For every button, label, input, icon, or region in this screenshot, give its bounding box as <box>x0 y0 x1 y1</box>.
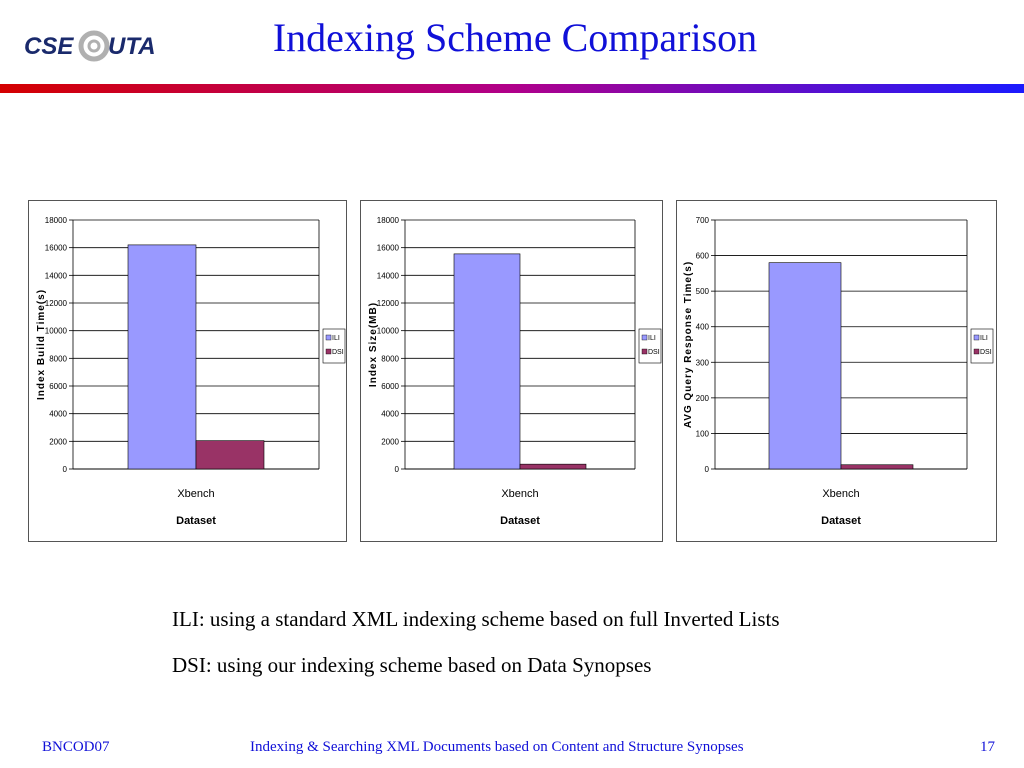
bar-ili <box>453 253 521 470</box>
title-divider <box>0 84 1024 93</box>
y-tick-label: 4000 <box>49 410 67 419</box>
y-tick-label: 12000 <box>45 299 68 308</box>
y-tick-label: 16000 <box>377 244 400 253</box>
y-tick-label: 10000 <box>377 327 400 336</box>
legend-label-dsi: DSI <box>980 349 992 356</box>
y-tick-label: 700 <box>696 216 710 225</box>
y-tick-label: 4000 <box>381 410 399 419</box>
y-tick-label: 18000 <box>377 216 400 225</box>
legend-label-ili: ILI <box>648 335 656 342</box>
y-tick-label: 200 <box>696 394 710 403</box>
y-tick-label: 18000 <box>45 216 68 225</box>
y-tick-label: 10000 <box>45 327 68 336</box>
y-tick-label: 0 <box>395 465 400 474</box>
chart-panel-build-time: 0 2000 4000 6000 8000 10000 12000 14000 16000 180… <box>28 200 347 542</box>
legend-swatch-ili <box>325 334 332 341</box>
logo-text-right: UTA <box>108 33 156 60</box>
y-tick-label: 600 <box>696 252 710 261</box>
logo-text-left: CSE <box>24 33 74 60</box>
y-tick-label: 0 <box>63 465 68 474</box>
y-tick-label: 500 <box>696 287 710 296</box>
y-tick-label: 14000 <box>377 271 400 280</box>
chart-panel-index-size: 0 2000 4000 6000 8000 10000 12000 14000 16000 180… <box>360 200 663 542</box>
y-axis-title: Index Build Time(s) <box>36 289 47 400</box>
x-axis-title: Dataset <box>176 515 216 527</box>
y-tick-label: 2000 <box>381 437 399 446</box>
build-time-chart: 0 2000 4000 6000 8000 10000 12000 14000 16000 180… <box>36 216 346 527</box>
y-tick-label: 6000 <box>49 382 67 391</box>
y-axis-title: AVG Query Response Time(s) <box>683 261 694 428</box>
legend-swatch-ili <box>641 334 648 341</box>
legend-swatch-dsi <box>325 348 332 355</box>
y-tick-label: 12000 <box>377 299 400 308</box>
x-axis-title: Dataset <box>500 515 540 527</box>
legend-label-dsi: DSI <box>648 349 660 356</box>
footer-conference: BNCOD07 <box>42 739 110 755</box>
x-axis-title: Dataset <box>821 515 861 527</box>
chart-panel-query-time: 0 100 200 300 400 500 600 700 Xbench Dataset AVG Q… <box>676 200 997 542</box>
y-tick-label: 0 <box>705 465 710 474</box>
x-category-label: Xbench <box>501 488 538 500</box>
y-tick-label: 300 <box>696 358 710 367</box>
caption-dsi: DSI: using our indexing scheme based on … <box>172 653 652 677</box>
legend-swatch-ili <box>973 334 980 341</box>
y-axis-title: Index Size(MB) <box>368 302 379 387</box>
x-category-label: Xbench <box>822 488 859 500</box>
bar-dsi <box>195 440 265 470</box>
y-tick-label: 100 <box>696 429 710 438</box>
y-tick-label: 8000 <box>49 354 67 363</box>
legend-label-ili: ILI <box>332 335 340 342</box>
legend-swatch-dsi <box>641 348 648 355</box>
footer-page-number: 17 <box>980 739 995 755</box>
legend-label-ili: ILI <box>980 335 988 342</box>
y-tick-label: 8000 <box>381 354 399 363</box>
slide-title: Indexing Scheme Comparison <box>272 15 758 60</box>
at-sign-logo-inner <box>87 39 101 53</box>
query-time-chart: 0 100 200 300 400 500 600 700 Xbench Dataset AVG Q… <box>683 216 994 527</box>
at-sign-logo-icon <box>78 30 110 62</box>
y-tick-label: 6000 <box>381 382 399 391</box>
y-tick-label: 2000 <box>49 437 67 446</box>
bar-dsi <box>519 463 587 470</box>
x-category-label: Xbench <box>177 488 214 500</box>
legend-swatch-dsi <box>973 348 980 355</box>
bar-ili <box>768 262 842 470</box>
footer-paper-title: Indexing & Searching XML Documents based… <box>250 739 744 755</box>
caption-ili: ILI: using a standard XML indexing schem… <box>172 607 780 631</box>
y-tick-label: 400 <box>696 323 710 332</box>
bar-ili <box>127 244 197 470</box>
y-tick-label: 14000 <box>45 271 68 280</box>
index-size-chart: 0 2000 4000 6000 8000 10000 12000 14000 16000 180… <box>368 216 662 527</box>
legend-label-dsi: DSI <box>332 349 344 356</box>
y-tick-label: 16000 <box>45 244 68 253</box>
cse-uta-logo: CSE UTA <box>24 30 156 62</box>
bar-dsi <box>840 464 914 470</box>
